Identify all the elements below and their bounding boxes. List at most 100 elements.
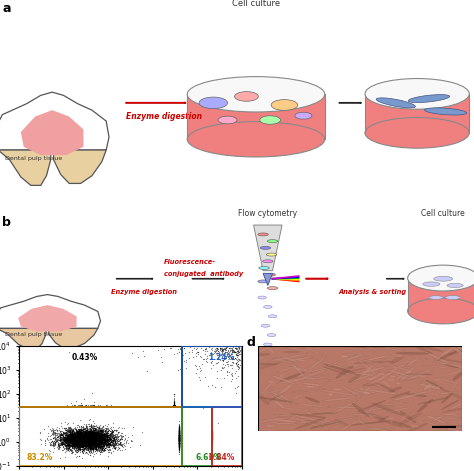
Point: [91, 434, 99, 442]
Point: [86, 440, 93, 448]
Point: [83, 441, 91, 448]
Point: [86, 433, 93, 440]
Point: [86, 439, 93, 447]
Ellipse shape: [292, 377, 329, 380]
Point: [81, 434, 89, 441]
Point: [81, 434, 89, 442]
Point: [82, 438, 89, 445]
Point: [77, 434, 84, 441]
Ellipse shape: [397, 356, 403, 357]
Point: [82, 439, 90, 446]
Point: [71, 439, 78, 447]
Point: [92, 436, 100, 444]
Point: [71, 436, 79, 443]
Point: [73, 435, 81, 442]
Point: [176, 435, 183, 442]
Point: [72, 440, 79, 448]
Point: [176, 436, 183, 444]
Point: [92, 430, 100, 438]
Point: [117, 436, 124, 444]
Ellipse shape: [316, 389, 356, 396]
Point: [100, 443, 108, 450]
Point: [69, 439, 77, 447]
Point: [76, 441, 83, 449]
Point: [106, 439, 113, 447]
Bar: [19, 407, 182, 466]
Point: [58, 440, 65, 447]
Point: [85, 430, 92, 438]
Point: [75, 435, 82, 442]
Point: [82, 435, 89, 442]
Point: [87, 423, 95, 431]
Point: [90, 427, 97, 434]
Point: [176, 437, 183, 444]
Point: [57, 438, 64, 446]
Point: [82, 442, 90, 449]
Point: [56, 436, 64, 444]
Point: [95, 440, 102, 447]
Point: [63, 433, 70, 440]
Ellipse shape: [302, 339, 318, 355]
Point: [87, 432, 95, 439]
Point: [80, 431, 87, 439]
Point: [79, 433, 87, 440]
Point: [53, 431, 61, 439]
Point: [119, 432, 127, 439]
Point: [76, 448, 84, 455]
Point: [65, 446, 73, 453]
Point: [91, 426, 98, 434]
Point: [91, 440, 99, 448]
Point: [78, 436, 86, 443]
Point: [96, 434, 103, 442]
Point: [79, 442, 87, 449]
Point: [88, 435, 95, 443]
Point: [176, 440, 183, 447]
Point: [51, 434, 58, 441]
Point: [95, 430, 103, 437]
Point: [61, 440, 68, 447]
Point: [76, 440, 83, 448]
Point: [176, 437, 183, 444]
Point: [87, 438, 94, 445]
Ellipse shape: [360, 388, 398, 394]
Point: [66, 427, 74, 435]
Point: [209, 433, 216, 441]
Point: [80, 440, 88, 447]
Point: [89, 442, 97, 450]
Point: [87, 442, 95, 450]
Point: [83, 430, 91, 437]
Point: [66, 424, 74, 432]
Point: [103, 440, 110, 447]
Point: [91, 437, 99, 445]
Point: [79, 431, 87, 439]
Point: [64, 435, 71, 443]
Point: [83, 439, 91, 447]
Ellipse shape: [407, 369, 433, 379]
Point: [58, 428, 65, 435]
Point: [63, 441, 70, 449]
Point: [77, 438, 85, 445]
Point: [77, 439, 85, 447]
Point: [176, 432, 183, 440]
Point: [233, 360, 240, 368]
Point: [98, 423, 106, 430]
Point: [77, 438, 85, 446]
Point: [55, 426, 63, 434]
Point: [92, 437, 100, 444]
Point: [176, 427, 183, 435]
Point: [102, 431, 110, 439]
Point: [84, 432, 92, 440]
Point: [93, 430, 100, 438]
Point: [83, 439, 91, 446]
Ellipse shape: [321, 420, 340, 424]
Point: [89, 401, 96, 409]
Point: [58, 424, 65, 431]
Point: [219, 345, 226, 353]
Point: [73, 430, 81, 438]
Point: [73, 437, 81, 444]
Point: [99, 432, 106, 440]
Point: [100, 427, 107, 434]
Point: [68, 430, 75, 438]
Point: [86, 422, 93, 430]
Point: [83, 427, 91, 434]
